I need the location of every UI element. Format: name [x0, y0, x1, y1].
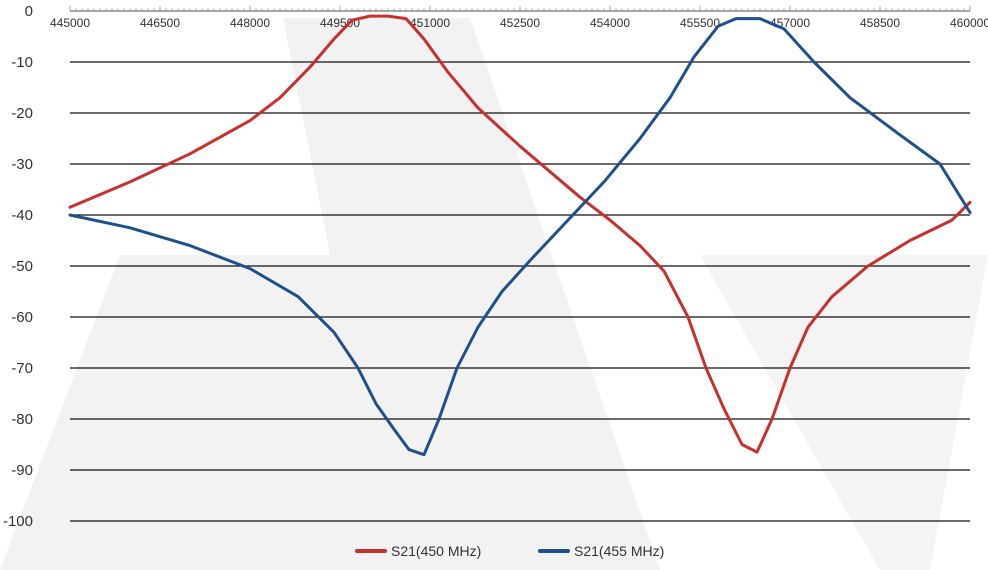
x-tick-label: 451000 — [410, 16, 450, 30]
x-tick-label: 455500 — [680, 16, 720, 30]
x-tick-label: 454000 — [590, 16, 630, 30]
background-watermark — [0, 18, 988, 570]
y-tick-label: -20 — [11, 105, 33, 122]
series-line-1 — [68, 14, 972, 454]
y-tick-label: -50 — [11, 258, 33, 275]
y-tick-label: -90 — [11, 462, 33, 479]
legend: S21(450 MHz) S21(455 MHz) — [355, 543, 664, 559]
gridlines — [69, 6, 971, 522]
x-tick-label: 446500 — [140, 16, 180, 30]
y-tick-label: -10 — [11, 54, 33, 71]
legend-label-2: S21(455 MHz) — [574, 543, 664, 559]
x-tick-label: 448000 — [230, 16, 270, 30]
series-line-2 — [68, 17, 972, 457]
y-tick-label: 0 — [25, 3, 33, 20]
x-tick-label: 457000 — [770, 16, 810, 30]
legend-label-1: S21(450 MHz) — [391, 543, 481, 559]
y-axis-ticks: 0 -10 -20 -30 -40 -50 -60 -70 -80 -90 -100 — [3, 3, 33, 530]
watermark-shape — [700, 255, 988, 570]
watermark-shape — [0, 18, 660, 570]
x-tick-label: 458500 — [860, 16, 900, 30]
y-tick-label: -60 — [11, 309, 33, 326]
y-tick-label: -70 — [11, 360, 33, 377]
x-tick-label: 460000 — [950, 16, 988, 30]
y-tick-label: -40 — [11, 207, 33, 224]
x-axis-ticks: 445000 446500 448000 449500 451000 452500 4540… — [50, 16, 988, 30]
x-tick-label: 452500 — [500, 16, 540, 30]
x-tick-label: 449500 — [320, 16, 360, 30]
y-tick-label: -80 — [11, 411, 33, 428]
y-tick-label: -100 — [3, 513, 33, 530]
x-tick-label: 445000 — [50, 16, 90, 30]
series-lines — [68, 14, 972, 457]
y-tick-label: -30 — [11, 156, 33, 173]
